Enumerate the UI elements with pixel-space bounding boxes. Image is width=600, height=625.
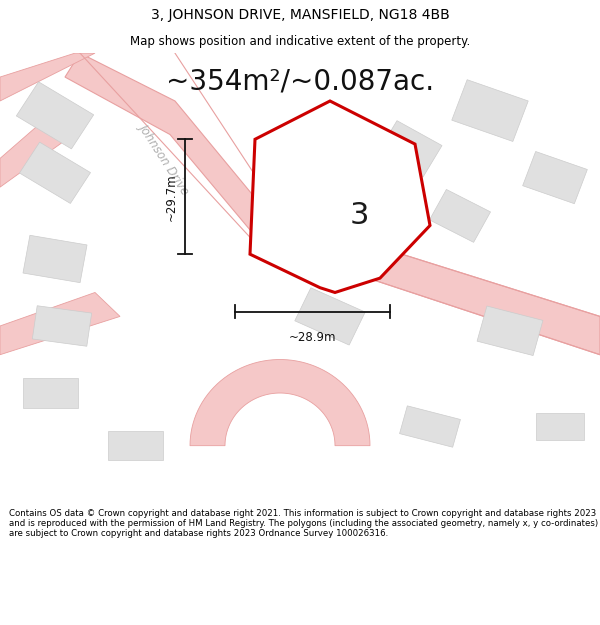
Polygon shape [23, 378, 77, 408]
Polygon shape [250, 101, 430, 292]
Polygon shape [0, 292, 120, 355]
Polygon shape [536, 413, 584, 440]
Text: Johnson Drive: Johnson Drive [137, 121, 193, 196]
Text: 3, JOHNSON DRIVE, MANSFIELD, NG18 4BB: 3, JOHNSON DRIVE, MANSFIELD, NG18 4BB [151, 8, 449, 22]
Polygon shape [256, 158, 323, 216]
Polygon shape [107, 431, 163, 460]
Polygon shape [19, 142, 91, 204]
Text: ~354m²/~0.087ac.: ~354m²/~0.087ac. [166, 68, 434, 96]
Text: 3: 3 [350, 201, 369, 230]
Polygon shape [32, 306, 92, 346]
Polygon shape [523, 151, 587, 204]
Text: Map shows position and indicative extent of the property.: Map shows position and indicative extent… [130, 35, 470, 48]
Polygon shape [280, 216, 600, 355]
Polygon shape [400, 406, 460, 447]
Polygon shape [378, 121, 442, 177]
Polygon shape [23, 235, 87, 282]
Text: ~28.9m: ~28.9m [289, 331, 336, 344]
Polygon shape [0, 53, 95, 101]
Polygon shape [477, 306, 543, 356]
Polygon shape [452, 79, 528, 141]
Polygon shape [295, 288, 365, 345]
Polygon shape [190, 359, 370, 446]
Polygon shape [16, 82, 94, 149]
Polygon shape [430, 189, 491, 242]
Polygon shape [65, 53, 310, 266]
Polygon shape [0, 111, 80, 187]
Text: ~29.7m: ~29.7m [164, 173, 178, 221]
Text: Contains OS data © Crown copyright and database right 2021. This information is : Contains OS data © Crown copyright and d… [9, 509, 598, 538]
